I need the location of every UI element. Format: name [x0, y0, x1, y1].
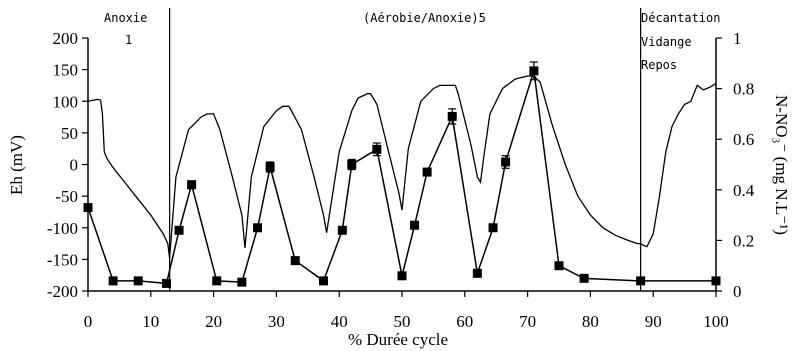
x-tick-label: 10 — [142, 312, 159, 331]
y-right-tick-label: 1 — [733, 29, 742, 48]
nitrate-point — [162, 278, 171, 288]
y-left-tick-label: 200 — [53, 29, 79, 48]
y-left-tick-label: -50 — [55, 187, 78, 206]
y-left-tick-label: 150 — [53, 61, 79, 80]
phase-label-aerobie-anoxie: (Aérobie/Anoxie)5 — [363, 11, 486, 25]
phase-label-anoxie: Anoxie — [104, 11, 147, 25]
x-tick-label: 70 — [519, 312, 536, 331]
nitrate-point — [472, 268, 482, 278]
y-right-tick-label: 0 — [733, 282, 742, 301]
x-tick-label: 60 — [456, 312, 473, 331]
x-axis-title: % Durée cycle — [348, 330, 448, 349]
x-tick-label: 80 — [582, 312, 599, 331]
y-left-tick-label: 0 — [70, 156, 79, 175]
nitrate-point — [711, 276, 721, 286]
nitrate-point — [237, 277, 247, 287]
y-right-ticks: 1 0.8 0.6 0.4 0.2 0 — [716, 29, 755, 301]
nitrate-point — [488, 223, 498, 233]
y-left-tick-label: -150 — [47, 250, 78, 269]
phase-label-vidange: Vidange — [641, 35, 692, 49]
nitrate-point — [579, 273, 589, 283]
nitrate-point — [133, 276, 143, 286]
nitrate-point — [337, 225, 347, 235]
eh-line — [87, 75, 717, 259]
x-tick-label: 40 — [331, 312, 348, 331]
nitrate-point — [174, 225, 184, 235]
x-tick-label: 0 — [84, 312, 93, 331]
x-tick-label: 50 — [394, 312, 411, 331]
y-right-tick-label: 0.8 — [733, 80, 754, 99]
nitrate-point — [347, 160, 357, 169]
x-ticks: 0 10 20 30 40 50 60 70 80 90 100 — [84, 291, 729, 331]
y-left-axis-title: Eh (mV) — [7, 135, 26, 195]
nitrate-point — [83, 203, 93, 213]
x-tick-label: 30 — [268, 312, 285, 331]
nitrate-point — [422, 167, 432, 177]
nitrate-point — [372, 144, 382, 154]
phase-label-decantation: Décantation — [641, 11, 720, 25]
nitrate-point — [265, 162, 275, 172]
phase-dividers — [169, 8, 642, 291]
y-left-tick-label: -200 — [47, 282, 78, 301]
nitrate-point — [501, 157, 511, 167]
x-tick-label: 90 — [645, 312, 662, 331]
phase-label-anoxie-count: 1 — [125, 33, 132, 47]
y-left-tick-label: -100 — [47, 219, 78, 238]
nitrate-point — [529, 66, 539, 76]
y-left-tick-label: 100 — [53, 92, 79, 111]
nitrate-point — [187, 180, 197, 190]
nitrate-series — [83, 61, 721, 288]
nitrate-point — [290, 256, 300, 266]
y-right-tick-label: 0.2 — [733, 231, 754, 250]
nitrate-point — [554, 261, 564, 271]
y-right-tick-label: 0.6 — [733, 130, 754, 149]
nitrate-point — [636, 276, 646, 286]
y-right-axis-title: N-NO₃⁻ (mg N.L⁻¹) — [772, 95, 791, 235]
y-left-ticks: 200 150 100 50 0 -50 -100 -150 -200 — [47, 29, 88, 301]
nitrate-point — [212, 276, 222, 286]
phase-label-repos: Repos — [641, 58, 677, 72]
nitrate-point — [319, 276, 328, 286]
nitrate-point — [253, 223, 263, 233]
nitrate-point — [447, 111, 457, 121]
nitrate-point — [397, 271, 407, 281]
y-left-tick-label: 50 — [61, 124, 78, 143]
nitrate-point — [108, 276, 118, 286]
x-tick-label: 100 — [703, 312, 729, 331]
nitrate-point — [410, 220, 420, 230]
eh-series — [87, 75, 717, 259]
y-right-tick-label: 0.4 — [733, 181, 755, 200]
x-tick-label: 20 — [205, 312, 222, 331]
nitrate-line — [87, 70, 716, 285]
